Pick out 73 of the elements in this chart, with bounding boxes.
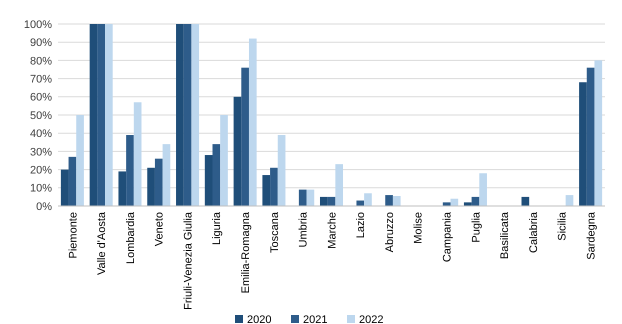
bar [385,195,393,206]
bar [154,158,163,206]
bar [479,173,487,206]
bar [68,156,76,206]
x-tick-label: Piemonte [67,212,80,258]
y-tick-label: 30% [30,146,52,158]
x-tick-label: Puglia [470,211,482,243]
bar [566,195,574,206]
bar [234,96,242,206]
y-tick-label: 20% [30,164,52,176]
y-tick-label: 50% [30,110,52,122]
x-tick-label: Toscana [268,211,281,253]
bar [328,196,336,206]
y-tick-label: 40% [30,128,52,140]
bar [241,68,249,206]
x-tick-label: Lazio [355,212,368,238]
bar [298,190,307,206]
x-tick-label: Molise [412,212,425,244]
x-tick-label: Umbria [298,211,310,248]
x-tick-label: Marche [326,212,338,249]
bar [105,24,113,206]
y-tick-label: 100% [24,18,52,31]
x-tick-label: Liguria [211,211,224,246]
bar [278,135,286,206]
bar [270,168,278,206]
bar [579,82,587,206]
bar [364,193,372,206]
x-tick-label: Valle d'Aosta [96,211,108,276]
legend-label: 2022 [359,314,384,324]
x-tick-label: Lombardia [124,211,137,264]
y-tick-label: 90% [30,37,52,50]
y-tick-label: 10% [30,182,52,195]
bar [118,171,126,206]
bar [204,155,213,206]
bar [134,102,142,206]
bar [320,196,328,206]
x-tick-label: Veneto [154,212,166,246]
y-tick-label: 60% [30,92,52,104]
bar [191,24,200,206]
bar [586,68,594,206]
x-tick-label: Abruzzo [384,212,396,252]
bar [97,24,106,206]
bar [335,164,344,206]
y-tick-label: 0% [36,200,52,213]
bar [126,135,134,206]
bar [90,24,98,206]
bar [472,196,480,206]
bar [306,190,314,206]
y-tick-label: 70% [30,73,52,86]
bar [212,144,220,206]
legend-label: 2020 [247,314,272,324]
bar [147,168,155,206]
bar [162,144,170,206]
x-tick-label: Campania [442,211,454,262]
x-tick-label: Basilicata [499,211,512,260]
bar [450,198,458,206]
bar [76,115,84,206]
x-tick-label: Sicilia [556,211,569,241]
bar [60,170,69,206]
bar [262,175,270,206]
x-tick-label: Emilia-Romagna [240,211,252,294]
bar [522,196,530,206]
bar [392,196,401,206]
y-tick-label: 80% [30,55,52,68]
bar [176,24,184,206]
x-tick-label: Calabria [528,211,540,253]
bar [594,60,602,206]
bar [184,24,192,206]
legend-label: 2021 [303,314,328,324]
bar [248,38,257,206]
bar [220,115,228,206]
x-tick-label: Sardegna [585,211,598,260]
x-tick-label: Friuli-Venezia Giulia [182,211,194,310]
